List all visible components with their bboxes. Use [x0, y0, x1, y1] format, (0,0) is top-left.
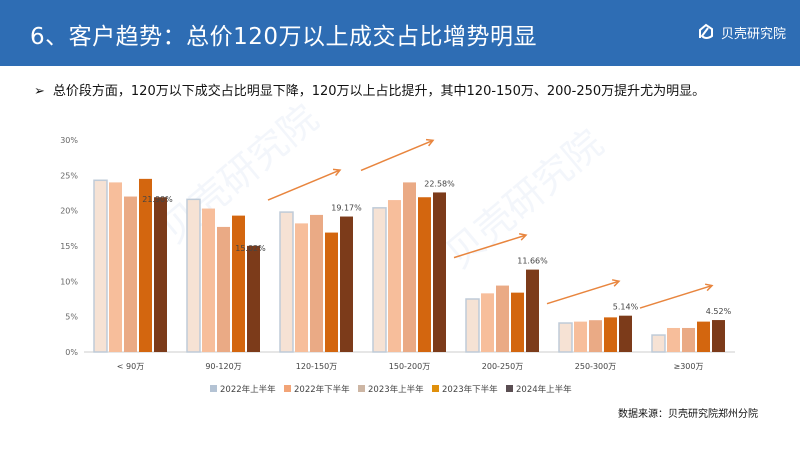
y-tick-label: 25% [60, 171, 78, 180]
data-label: 22.58% [424, 179, 455, 188]
brand-logo: 贝壳研究院 [696, 22, 786, 42]
bar [558, 322, 573, 353]
legend-swatch [210, 385, 217, 392]
y-tick-label: 15% [60, 242, 78, 251]
bar [712, 320, 725, 352]
trend-arrow [639, 284, 713, 309]
bar [279, 211, 294, 353]
summary-text: 总价段方面，120万以下成交占比明显下降，120万以上占比提升，其中120-15… [52, 84, 706, 99]
legend-label: 2022年下半年 [294, 384, 350, 395]
bar [403, 182, 416, 352]
bar [372, 207, 387, 353]
trend-arrow-head-icon [332, 168, 342, 177]
arrow-bullet-icon: ➢ [34, 84, 45, 99]
legend-label: 2023年下半年 [442, 384, 498, 395]
bar [651, 334, 666, 353]
data-label: 19.17% [331, 204, 362, 213]
bar [526, 269, 539, 352]
trend-arrow-head-icon [518, 232, 528, 241]
bar [93, 179, 108, 353]
logo-text: 贝壳研究院 [721, 26, 787, 42]
trend-arrow [453, 234, 527, 259]
bar [465, 298, 480, 353]
legend-label: 2023年上半年 [368, 384, 424, 395]
x-tick-label: 150-200万 [389, 362, 430, 371]
bar [109, 182, 122, 352]
bar [433, 192, 446, 352]
x-tick-label: 90-120万 [205, 362, 241, 371]
bar [697, 321, 710, 352]
x-tick-label: 120-150万 [296, 362, 337, 371]
y-tick-label: 0% [65, 348, 78, 357]
bar [496, 285, 509, 352]
bar [481, 293, 494, 352]
data-label: 11.66% [517, 257, 548, 266]
data-label: 15.02% [235, 244, 266, 253]
legend-label: 2022年上半年 [220, 384, 276, 395]
trend-arrow-head-icon [611, 279, 621, 287]
bar [667, 327, 680, 352]
trend-arrow [360, 139, 434, 172]
legend-swatch [358, 385, 365, 392]
bar [154, 197, 167, 352]
y-tick-label: 10% [60, 277, 78, 286]
bar [574, 321, 587, 352]
bar [310, 214, 323, 352]
legend-swatch [284, 385, 291, 392]
bar [589, 320, 602, 352]
bar [325, 232, 338, 352]
watermark: 贝壳研究院 [438, 121, 612, 277]
legend-swatch [432, 385, 439, 392]
data-label: 5.14% [613, 303, 639, 312]
x-tick-label: 250-300万 [575, 362, 616, 371]
legend-swatch [506, 385, 513, 392]
bar [295, 223, 308, 352]
trend-arrow-head-icon [425, 138, 435, 147]
trend-arrow-head-icon [704, 283, 714, 292]
y-tick-label: 30% [60, 136, 78, 145]
bar [124, 196, 137, 352]
logo-icon [699, 23, 713, 39]
bar [418, 197, 431, 352]
x-tick-label: 200-250万 [482, 362, 523, 371]
summary-bullet: ➢ 总价段方面，120万以下成交占比明显下降，120万以上占比提升，其中120-1… [34, 80, 705, 99]
bar [202, 208, 215, 352]
trend-arrow [546, 280, 620, 305]
trend-arrow [267, 169, 341, 201]
bar [247, 245, 260, 352]
bar [186, 198, 201, 353]
bar [619, 315, 632, 352]
x-tick-label: ≥300万 [674, 362, 704, 371]
data-label: 4.52% [706, 307, 732, 316]
x-tick-label: < 90万 [117, 362, 144, 371]
page-title: 6、客户趋势：总价120万以上成交占比增势明显 [30, 24, 538, 50]
y-tick-label: 5% [65, 313, 78, 322]
y-tick-label: 20% [60, 207, 78, 216]
data-source: 数据来源：贝壳研究院郑州分院 [618, 409, 758, 420]
bar [139, 178, 152, 352]
legend-label: 2024年上半年 [516, 384, 572, 395]
bar [232, 215, 245, 352]
bar [682, 327, 695, 352]
data-label: 21.90% [142, 195, 173, 204]
bar [340, 216, 353, 352]
header-bar: 6、客户趋势：总价120万以上成交占比增势明显 贝壳研究院 [0, 0, 800, 66]
bar [217, 226, 230, 352]
bar [388, 200, 401, 352]
bar [604, 317, 617, 352]
bar [511, 292, 524, 352]
